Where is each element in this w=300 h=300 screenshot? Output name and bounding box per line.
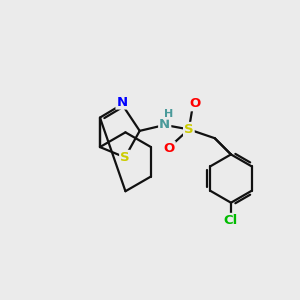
Text: Cl: Cl — [224, 214, 238, 227]
Text: H: H — [164, 109, 173, 119]
Text: S: S — [120, 151, 130, 164]
Text: N: N — [159, 118, 170, 131]
Text: S: S — [184, 123, 194, 136]
Text: N: N — [116, 95, 128, 109]
Text: O: O — [189, 97, 200, 110]
Text: O: O — [164, 142, 175, 155]
